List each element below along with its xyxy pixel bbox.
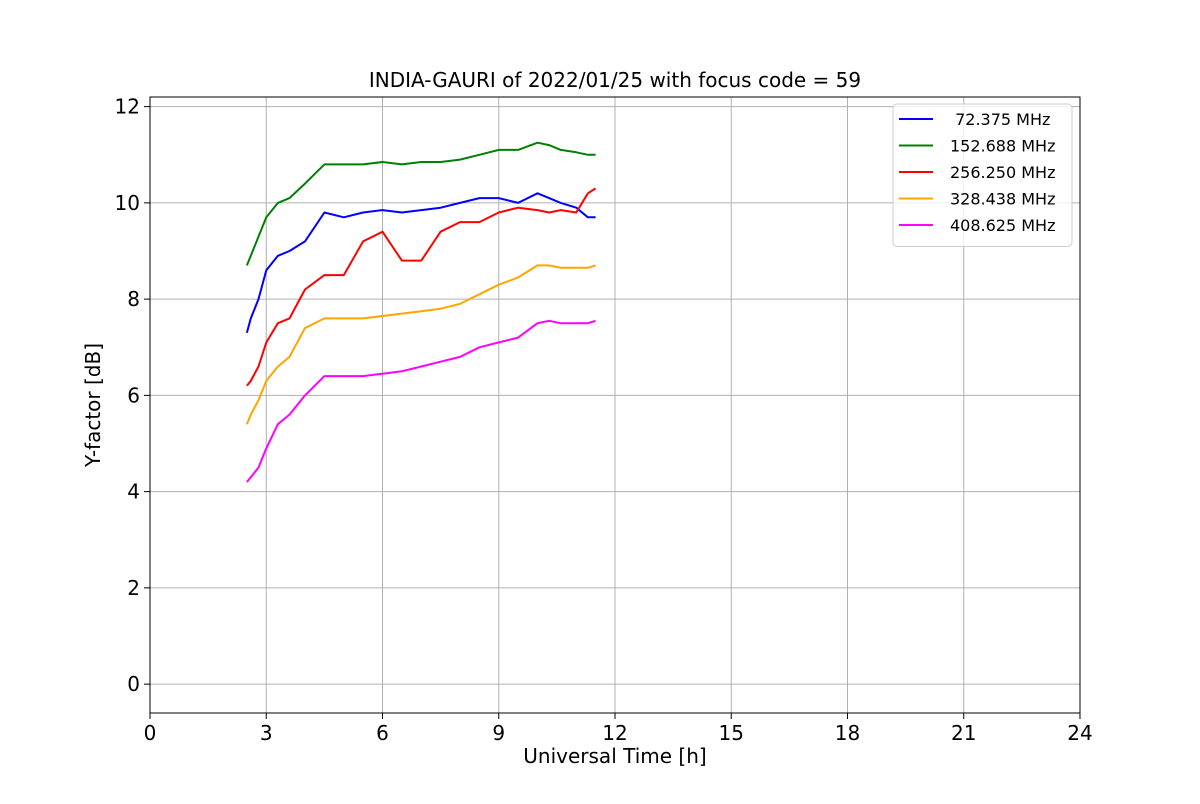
y-tick-label: 4 xyxy=(127,480,140,504)
series-line-2 xyxy=(246,187,597,387)
x-tick-label: 6 xyxy=(376,721,389,745)
legend-label-4: 408.625 MHz xyxy=(950,216,1055,235)
series-line-3 xyxy=(245,264,596,425)
x-tick-label: 9 xyxy=(492,721,505,745)
series-line-4 xyxy=(246,319,596,483)
x-tick-label: 15 xyxy=(719,721,744,745)
y-tick-label: 8 xyxy=(127,287,140,311)
legend-box xyxy=(892,103,1073,247)
x-tick-label: 12 xyxy=(602,721,627,745)
y-tick-label: 6 xyxy=(127,383,140,407)
x-tick-label: 3 xyxy=(260,721,273,745)
y-tick-label: 0 xyxy=(127,672,140,696)
y-axis-label: Y-factor [dB] xyxy=(81,343,105,468)
x-tick-label: 0 xyxy=(144,721,157,745)
y-tick-label: 12 xyxy=(115,95,140,119)
series-layer xyxy=(245,141,597,483)
legend: 72.375 MHz 152.688 MHz 256.250 MHz 328.438 … xyxy=(892,103,1073,247)
x-axis-label: Universal Time [h] xyxy=(523,744,706,768)
legend-label-0: 72.375 MHz xyxy=(950,110,1050,129)
series-line-1 xyxy=(245,141,596,266)
x-tick-label: 18 xyxy=(835,721,860,745)
legend-label-1: 152.688 MHz xyxy=(950,137,1055,156)
chart-title: INDIA-GAURI of 2022/01/25 with focus cod… xyxy=(369,68,861,92)
legend-label-3: 328.438 MHz xyxy=(950,190,1055,209)
y-tick-label: 10 xyxy=(115,191,140,215)
x-tick-label: 21 xyxy=(951,721,976,745)
x-tick-label: 24 xyxy=(1067,721,1092,745)
legend-label-2: 256.250 MHz xyxy=(950,163,1055,182)
series-line-0 xyxy=(245,192,596,334)
y-tick-label: 2 xyxy=(127,576,140,600)
